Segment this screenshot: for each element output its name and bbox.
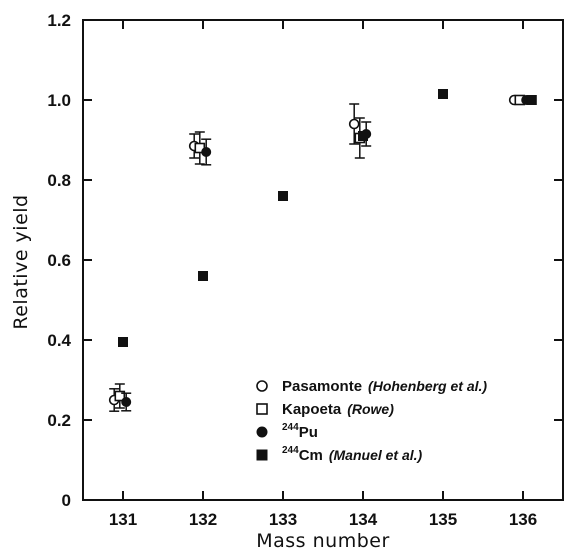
legend-marker	[256, 403, 268, 415]
data-point	[118, 337, 128, 347]
legend-entry: 244Pu	[282, 422, 318, 441]
y-tick-label: 1.2	[47, 11, 71, 30]
y-tick-label: 1.0	[47, 91, 71, 110]
y-tick-label: 0.4	[47, 331, 71, 350]
data-point	[438, 89, 448, 99]
data-point	[201, 147, 212, 157]
legend-superscript: 244	[282, 422, 299, 433]
x-axis-title: Mass number	[256, 530, 390, 552]
x-tick-label: 133	[269, 510, 297, 529]
x-tick-label: 136	[509, 510, 537, 529]
data-point	[348, 118, 360, 130]
legend-entry: 244Cm (Manuel et al.)	[282, 445, 423, 464]
points-layer	[108, 89, 537, 412]
x-tick-label: 132	[189, 510, 217, 529]
legend-superscript: 244	[282, 445, 299, 456]
y-tick-label: 0.8	[47, 171, 71, 190]
y-tick-label: 0.6	[47, 251, 71, 270]
data-point	[198, 271, 208, 281]
legend-marker	[256, 426, 268, 438]
data-point	[114, 390, 126, 402]
data-point	[358, 131, 368, 141]
legend-reference: (Hohenberg et al.)	[368, 378, 487, 394]
y-tick-label: 0	[62, 491, 71, 510]
data-point	[526, 95, 537, 105]
data-point	[121, 397, 132, 407]
legend-name: Cm	[299, 447, 323, 464]
legend-reference: (Rowe)	[347, 401, 394, 417]
y-tick-label: 0.2	[47, 411, 71, 430]
y-axis-title: Relative yield	[10, 194, 32, 329]
x-tick-label: 131	[109, 510, 137, 529]
x-tick-label: 135	[429, 510, 457, 529]
legend-entry: Pasamonte (Hohenberg et al.)	[282, 378, 487, 395]
data-point	[278, 191, 288, 201]
legend: Pasamonte (Hohenberg et al.) Kapoeta (Rowe)…	[256, 378, 487, 464]
legend-name: Pasamonte	[282, 378, 362, 395]
x-tick-label: 134	[349, 510, 378, 529]
legend-entry: Kapoeta (Rowe)	[282, 401, 394, 418]
legend-name: Pu	[299, 424, 318, 441]
legend-marker	[256, 449, 268, 461]
legend-name: Kapoeta	[282, 401, 342, 418]
plot-frame	[82, 19, 564, 501]
legend-marker	[256, 380, 268, 392]
legend-reference: (Manuel et al.)	[329, 447, 423, 463]
ticks-layer: 0 0.2 0.4 0.6 0.8 1.0 1.2 131 132 133 134 135 136	[47, 11, 563, 529]
